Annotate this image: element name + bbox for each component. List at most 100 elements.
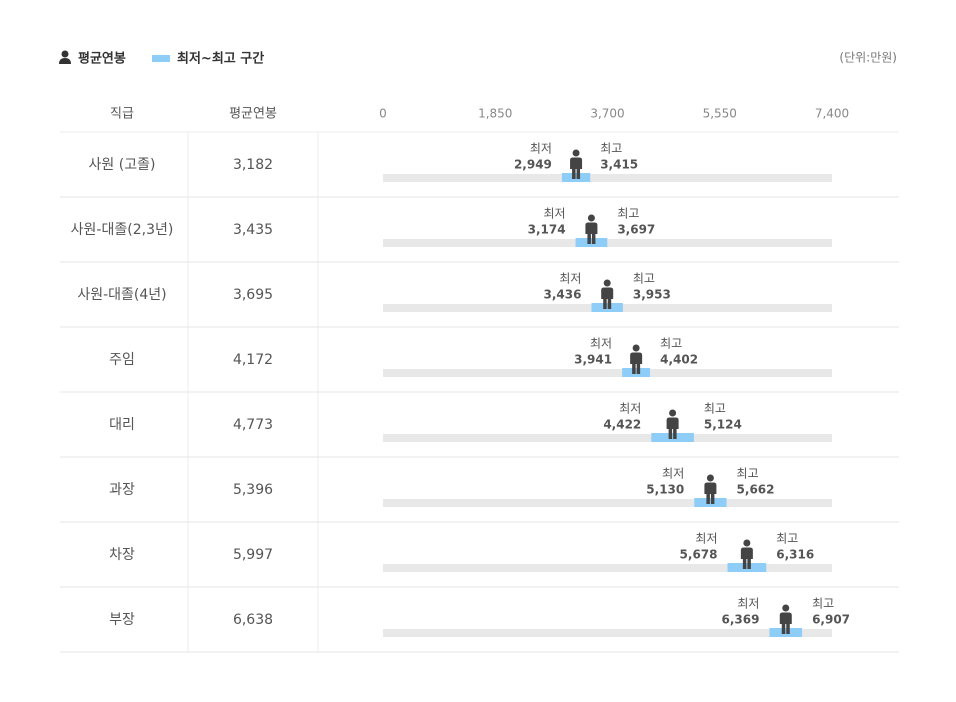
x-tick-label: 3,700: [590, 107, 624, 121]
high-value: 6,907: [812, 613, 850, 627]
category-label: 사원-대졸(4년): [77, 287, 166, 303]
low-name: 최저: [695, 532, 717, 546]
marker-part: [570, 157, 583, 169]
legend-icon: [59, 58, 71, 64]
average-marker: [570, 149, 583, 179]
marker-part: [630, 352, 643, 364]
high-name: 최고: [633, 272, 655, 286]
legend-label: 평균연봉: [78, 51, 126, 67]
average-marker: [779, 604, 792, 634]
low-value: 5,130: [646, 483, 684, 497]
track: [383, 434, 832, 442]
category-label: 대리: [109, 417, 135, 433]
low-name: 최저: [619, 402, 641, 416]
track: [383, 174, 832, 182]
marker-part: [666, 417, 679, 429]
marker-part: [710, 493, 715, 504]
marker-part: [601, 287, 614, 299]
high-value: 3,953: [633, 288, 671, 302]
low-value: 3,174: [528, 223, 566, 237]
marker-part: [782, 604, 790, 612]
low-name: 최저: [543, 207, 565, 221]
high-value: 4,402: [660, 353, 698, 367]
track: [383, 564, 832, 572]
track: [383, 369, 832, 377]
range-bar: [575, 238, 608, 247]
range-bar: [694, 498, 727, 507]
track: [383, 239, 832, 247]
average-marker: [601, 279, 614, 309]
legend-swatch: [152, 55, 170, 62]
legend: 평균연봉 최저~최고 구간: [59, 50, 264, 67]
average-marker: [630, 344, 643, 374]
range-bar: [591, 303, 623, 312]
high-value: 3,415: [600, 158, 638, 172]
average-value: 5,997: [233, 547, 273, 563]
column-header: 평균연봉: [229, 107, 277, 122]
marker-part: [742, 558, 747, 569]
range-bar: [727, 563, 767, 572]
marker-part: [786, 623, 790, 634]
category-label: 사원 (고졸): [89, 157, 156, 173]
high-name: 최고: [704, 402, 726, 416]
high-value: 6,316: [776, 548, 814, 562]
average-value: 5,396: [233, 482, 273, 498]
track: [383, 629, 832, 637]
x-tick-label: 5,550: [703, 107, 737, 121]
high-name: 최고: [600, 142, 622, 156]
average-value: 3,695: [233, 287, 273, 303]
average-value: 4,773: [233, 417, 273, 433]
marker-part: [669, 409, 677, 417]
marker-part: [740, 547, 753, 559]
category-label: 사원-대졸(2,3년): [71, 222, 174, 238]
legend-icon: [61, 50, 69, 58]
marker-part: [779, 612, 792, 624]
legend-label: 최저~최고 구간: [177, 51, 264, 67]
marker-part: [603, 298, 607, 309]
range-bar: [769, 628, 803, 637]
x-tick-label: 7,400: [815, 107, 849, 121]
category-label: 차장: [109, 547, 135, 563]
marker-part: [706, 493, 710, 504]
average-marker: [740, 539, 753, 569]
average-value: 4,172: [233, 352, 273, 368]
high-name: 최고: [617, 207, 639, 221]
range-bar: [561, 173, 591, 182]
marker-part: [704, 482, 717, 494]
marker-part: [743, 539, 751, 547]
marker-part: [636, 363, 641, 374]
marker-part: [781, 623, 786, 634]
low-name: 최저: [559, 272, 581, 286]
category-label: 과장: [109, 482, 135, 498]
average-marker: [585, 214, 598, 244]
marker-part: [632, 363, 636, 374]
unit-label: (단위:만원): [839, 51, 897, 65]
average-marker: [666, 409, 679, 439]
marker-part: [585, 222, 598, 234]
column-header: 직급: [110, 107, 134, 122]
low-value: 3,941: [574, 353, 612, 367]
range-bar: [651, 433, 694, 442]
average-value: 3,435: [233, 222, 273, 238]
marker-part: [603, 279, 611, 287]
low-value: 6,369: [721, 613, 759, 627]
x-tick-label: 0: [379, 107, 387, 121]
marker-part: [591, 233, 596, 244]
average-value: 3,182: [233, 157, 273, 173]
track: [383, 499, 832, 507]
low-value: 4,422: [603, 418, 641, 432]
marker-part: [607, 298, 612, 309]
high-value: 3,697: [617, 223, 655, 237]
marker-part: [747, 558, 751, 569]
marker-part: [576, 168, 581, 179]
marker-part: [673, 428, 677, 439]
high-value: 5,124: [704, 418, 742, 432]
low-name: 최저: [737, 597, 759, 611]
low-value: 2,949: [514, 158, 552, 172]
category-label: 부장: [109, 612, 135, 628]
marker-part: [572, 168, 576, 179]
high-name: 최고: [776, 532, 798, 546]
low-value: 5,678: [680, 548, 718, 562]
high-name: 최고: [812, 597, 834, 611]
